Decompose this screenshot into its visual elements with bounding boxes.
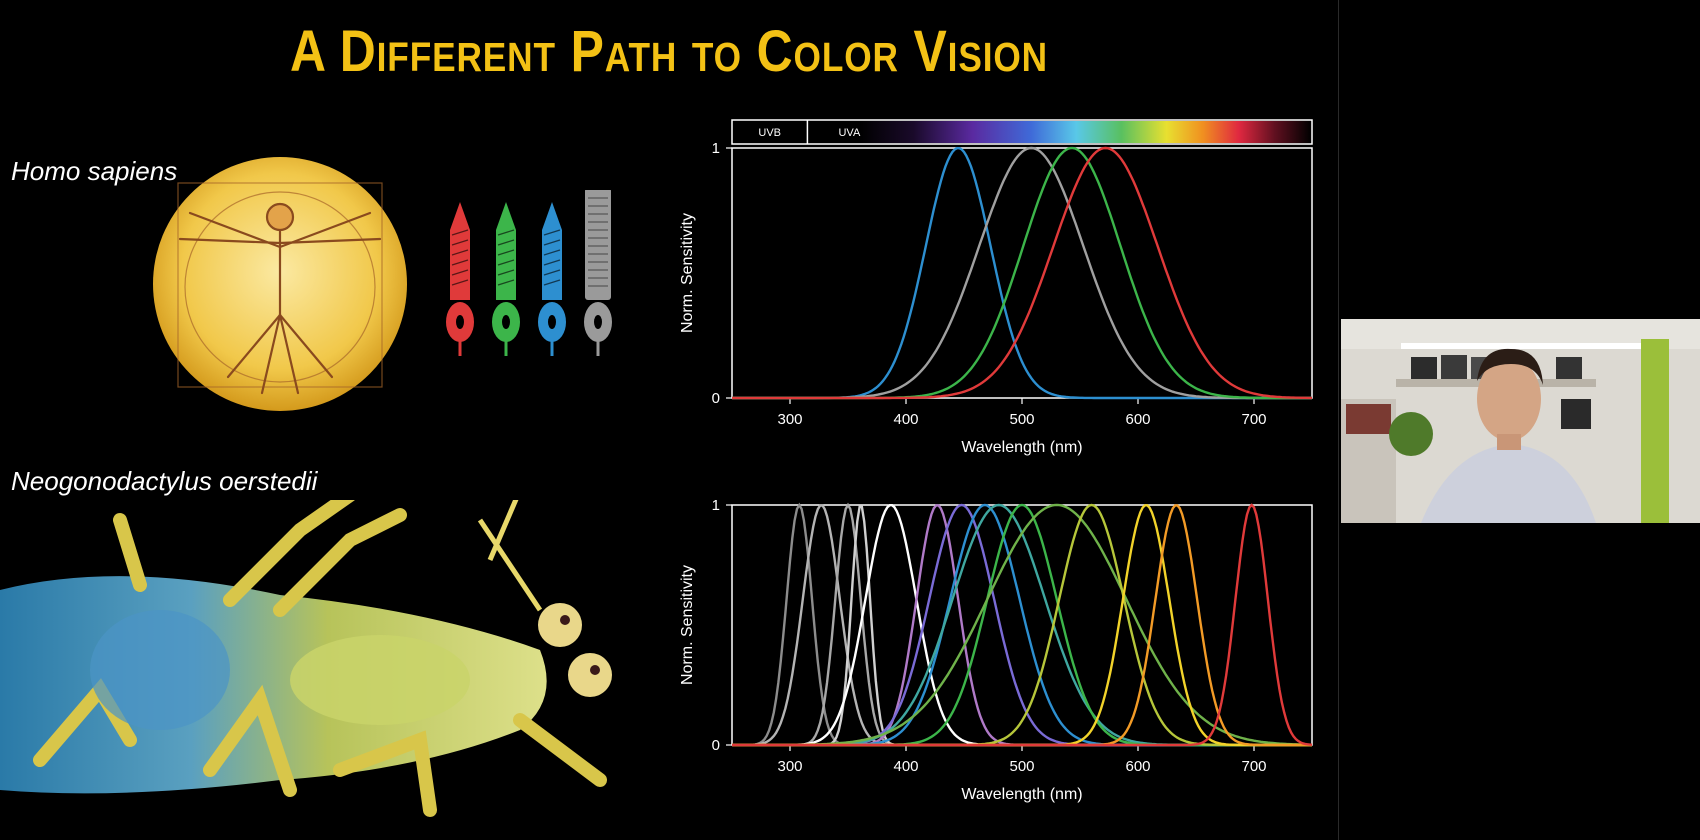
sensitivity-curve (732, 503, 1312, 747)
sensitivity-curve (732, 503, 1312, 747)
presenter-webcam (1341, 319, 1700, 523)
sensitivity-curve (732, 504, 1312, 747)
x-tick-label: 600 (1125, 758, 1150, 775)
sensitivity-curve (732, 503, 1312, 747)
x-tick-label: 700 (1241, 411, 1266, 428)
sensitivity-curve (732, 504, 1312, 747)
x-axis-label: Wavelength (nm) (961, 786, 1082, 803)
spectrum-label: UVA (838, 127, 860, 139)
mantis-shrimp-image (0, 500, 612, 817)
green-cone-icon (492, 202, 520, 356)
sensitivity-curve (732, 503, 1313, 747)
y-tick-label: 1 (712, 140, 720, 157)
sensitivity-curve (732, 147, 1312, 400)
y-tick-label: 1 (712, 497, 720, 514)
rod-icon (584, 190, 612, 356)
sensitivity-curve (732, 504, 1312, 747)
y-tick-label: 0 (712, 390, 720, 407)
sensitivity-curve (732, 504, 1312, 747)
x-tick-label: 300 (777, 758, 802, 775)
x-tick-label: 400 (893, 411, 918, 428)
sensitivity-curve (732, 504, 1312, 747)
human-sensitivity-chart: UVB UVA 300 400 500 600 700 0 1 Wavelength (nm) No… (679, 119, 1313, 456)
sensitivity-curve (732, 146, 1312, 400)
slide-title: A Different Path to Color Vision (290, 19, 1048, 84)
sensitivity-curve (732, 505, 1312, 747)
photoreceptor-cone-icons (446, 190, 612, 356)
vitruvian-man-image (153, 157, 407, 411)
x-tick-label: 500 (1009, 758, 1034, 775)
x-tick-label: 500 (1009, 411, 1034, 428)
presentation-slide: A Different Path to Color Vision Homo sa… (0, 0, 1339, 840)
sensitivity-curve (732, 502, 1312, 747)
x-tick-label: 300 (777, 411, 802, 428)
species-label-human: Homo sapiens (11, 156, 178, 186)
sensitivity-curve (732, 503, 1312, 747)
sensitivity-curve (732, 503, 1312, 747)
x-tick-label: 700 (1241, 758, 1266, 775)
plot-frame (731, 504, 1313, 746)
y-tick-label: 0 (712, 737, 720, 754)
red-cone-icon (446, 202, 474, 356)
shrimp-sensitivity-chart: 300 400 500 600 700 0 1 Wavelength (nm) Norm. Se… (679, 497, 1313, 803)
x-tick-label: 400 (893, 758, 918, 775)
species-label-shrimp: Neogonodactylus oerstedii (11, 466, 318, 496)
sensitivity-curve (732, 502, 1312, 747)
x-axis-label: Wavelength (nm) (961, 439, 1082, 456)
spectrum-label: UVB (758, 127, 781, 139)
spectrum-gradient (859, 121, 1311, 143)
x-tick-label: 600 (1125, 411, 1150, 428)
sensitivity-curve (732, 503, 1312, 747)
blue-cone-icon (538, 202, 566, 356)
y-axis-label: Norm. Sensitivity (679, 565, 696, 685)
y-axis-label: Norm. Sensitivity (679, 213, 696, 333)
